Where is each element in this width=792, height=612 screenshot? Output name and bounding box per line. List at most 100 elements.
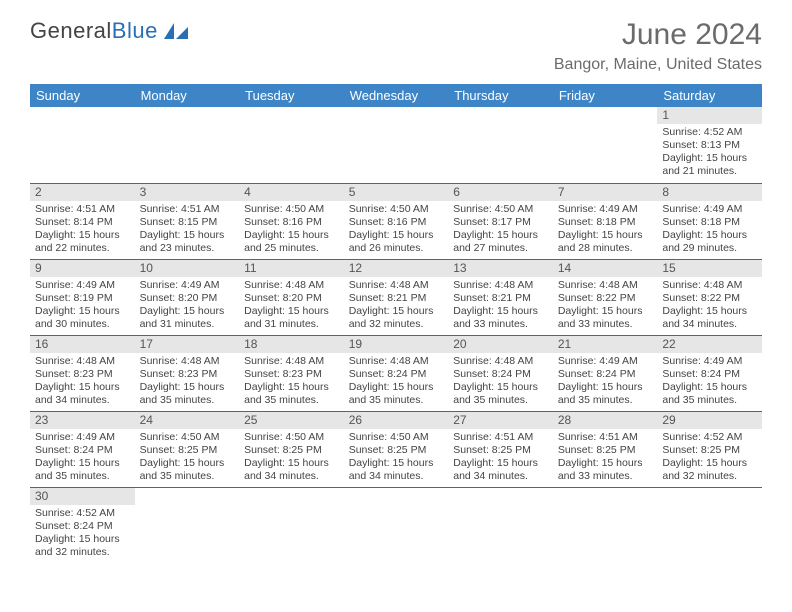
sunrise-text: Sunrise: 4:51 AM <box>558 431 653 444</box>
sunrise-text: Sunrise: 4:52 AM <box>662 431 757 444</box>
day-details: Sunrise: 4:52 AMSunset: 8:24 PMDaylight:… <box>30 505 135 561</box>
daylight-text-1: Daylight: 15 hours <box>140 305 235 318</box>
daylight-text-2: and 35 minutes. <box>140 394 235 407</box>
day-details: Sunrise: 4:48 AMSunset: 8:22 PMDaylight:… <box>553 277 658 333</box>
empty-cell <box>135 487 240 563</box>
empty-cell <box>135 107 240 183</box>
empty-cell <box>448 487 553 563</box>
daylight-text-1: Daylight: 15 hours <box>349 229 444 242</box>
date-number: 22 <box>657 336 762 353</box>
date-number: 11 <box>239 260 344 277</box>
daylight-text-1: Daylight: 15 hours <box>140 381 235 394</box>
daylight-text-2: and 34 minutes. <box>349 470 444 483</box>
daylight-text-2: and 33 minutes. <box>453 318 548 331</box>
day-details: Sunrise: 4:48 AMSunset: 8:24 PMDaylight:… <box>344 353 449 409</box>
daylight-text-1: Daylight: 15 hours <box>662 229 757 242</box>
sunset-text: Sunset: 8:25 PM <box>244 444 339 457</box>
date-number: 28 <box>553 412 658 429</box>
day-cell: 10Sunrise: 4:49 AMSunset: 8:20 PMDayligh… <box>135 259 240 335</box>
daylight-text-2: and 34 minutes. <box>35 394 130 407</box>
day-details: Sunrise: 4:50 AMSunset: 8:25 PMDaylight:… <box>239 429 344 485</box>
daylight-text-1: Daylight: 15 hours <box>140 457 235 470</box>
date-number: 19 <box>344 336 449 353</box>
day-details: Sunrise: 4:48 AMSunset: 8:20 PMDaylight:… <box>239 277 344 333</box>
sunrise-text: Sunrise: 4:49 AM <box>662 203 757 216</box>
day-header: Sunday <box>30 84 135 107</box>
sunset-text: Sunset: 8:24 PM <box>453 368 548 381</box>
date-number: 10 <box>135 260 240 277</box>
daylight-text-1: Daylight: 15 hours <box>244 229 339 242</box>
day-cell: 15Sunrise: 4:48 AMSunset: 8:22 PMDayligh… <box>657 259 762 335</box>
date-number: 23 <box>30 412 135 429</box>
date-number: 5 <box>344 184 449 201</box>
day-cell: 24Sunrise: 4:50 AMSunset: 8:25 PMDayligh… <box>135 411 240 487</box>
location-label: Bangor, Maine, United States <box>554 56 762 74</box>
sunrise-text: Sunrise: 4:50 AM <box>349 431 444 444</box>
week-row: 9Sunrise: 4:49 AMSunset: 8:19 PMDaylight… <box>30 259 762 335</box>
daylight-text-2: and 35 minutes. <box>349 394 444 407</box>
day-cell: 11Sunrise: 4:48 AMSunset: 8:20 PMDayligh… <box>239 259 344 335</box>
sunrise-text: Sunrise: 4:50 AM <box>140 431 235 444</box>
date-number: 12 <box>344 260 449 277</box>
sunset-text: Sunset: 8:22 PM <box>558 292 653 305</box>
day-details: Sunrise: 4:50 AMSunset: 8:17 PMDaylight:… <box>448 201 553 257</box>
sunset-text: Sunset: 8:18 PM <box>662 216 757 229</box>
daylight-text-1: Daylight: 15 hours <box>453 381 548 394</box>
day-details: Sunrise: 4:52 AMSunset: 8:13 PMDaylight:… <box>657 124 762 180</box>
logo-text-b: Blue <box>112 18 158 44</box>
daylight-text-2: and 34 minutes. <box>662 318 757 331</box>
daylight-text-1: Daylight: 15 hours <box>349 305 444 318</box>
sunset-text: Sunset: 8:17 PM <box>453 216 548 229</box>
sunrise-text: Sunrise: 4:49 AM <box>35 431 130 444</box>
sunset-text: Sunset: 8:25 PM <box>558 444 653 457</box>
daylight-text-2: and 35 minutes. <box>662 394 757 407</box>
daylight-text-2: and 26 minutes. <box>349 242 444 255</box>
week-row: 2Sunrise: 4:51 AMSunset: 8:14 PMDaylight… <box>30 183 762 259</box>
day-cell: 26Sunrise: 4:50 AMSunset: 8:25 PMDayligh… <box>344 411 449 487</box>
daylight-text-1: Daylight: 15 hours <box>662 457 757 470</box>
day-header: Friday <box>553 84 658 107</box>
empty-cell <box>239 107 344 183</box>
day-cell: 17Sunrise: 4:48 AMSunset: 8:23 PMDayligh… <box>135 335 240 411</box>
sunset-text: Sunset: 8:22 PM <box>662 292 757 305</box>
day-details: Sunrise: 4:48 AMSunset: 8:21 PMDaylight:… <box>344 277 449 333</box>
date-number: 2 <box>30 184 135 201</box>
sunrise-text: Sunrise: 4:49 AM <box>558 355 653 368</box>
daylight-text-1: Daylight: 15 hours <box>35 533 130 546</box>
date-number: 15 <box>657 260 762 277</box>
day-cell: 21Sunrise: 4:49 AMSunset: 8:24 PMDayligh… <box>553 335 658 411</box>
sunset-text: Sunset: 8:20 PM <box>140 292 235 305</box>
sunrise-text: Sunrise: 4:52 AM <box>35 507 130 520</box>
sunset-text: Sunset: 8:25 PM <box>140 444 235 457</box>
date-number: 4 <box>239 184 344 201</box>
sunset-text: Sunset: 8:19 PM <box>35 292 130 305</box>
day-cell: 28 Sunrise: 4:51 AMSunset: 8:25 PMDayligh… <box>553 411 658 487</box>
empty-cell <box>553 487 658 563</box>
day-cell: 9Sunrise: 4:49 AMSunset: 8:19 PMDaylight… <box>30 259 135 335</box>
day-details: Sunrise: 4:48 AMSunset: 8:23 PMDaylight:… <box>135 353 240 409</box>
daylight-text-2: and 35 minutes. <box>35 470 130 483</box>
sunrise-text: Sunrise: 4:48 AM <box>453 279 548 292</box>
day-details: Sunrise: 4:49 AMSunset: 8:20 PMDaylight:… <box>135 277 240 333</box>
daylight-text-1: Daylight: 15 hours <box>140 229 235 242</box>
day-cell: 27Sunrise: 4:51 AMSunset: 8:25 PMDayligh… <box>448 411 553 487</box>
header: GeneralBlue June 2024 Bangor, Maine, Uni… <box>30 18 762 74</box>
date-number: 27 <box>448 412 553 429</box>
daylight-text-1: Daylight: 15 hours <box>349 457 444 470</box>
day-details: Sunrise: 4:49 AMSunset: 8:18 PMDaylight:… <box>553 201 658 257</box>
date-number: 14 <box>553 260 658 277</box>
sunrise-text: Sunrise: 4:50 AM <box>244 431 339 444</box>
day-cell: 13Sunrise: 4:48 AMSunset: 8:21 PMDayligh… <box>448 259 553 335</box>
sunrise-text: Sunrise: 4:49 AM <box>140 279 235 292</box>
day-cell: 8Sunrise: 4:49 AMSunset: 8:18 PMDaylight… <box>657 183 762 259</box>
sunset-text: Sunset: 8:23 PM <box>35 368 130 381</box>
day-cell: 5Sunrise: 4:50 AMSunset: 8:16 PMDaylight… <box>344 183 449 259</box>
day-cell: 20Sunrise: 4:48 AMSunset: 8:24 PMDayligh… <box>448 335 553 411</box>
day-cell: 12Sunrise: 4:48 AMSunset: 8:21 PMDayligh… <box>344 259 449 335</box>
daylight-text-1: Daylight: 15 hours <box>35 457 130 470</box>
day-details: Sunrise: 4:50 AMSunset: 8:25 PMDaylight:… <box>344 429 449 485</box>
day-details: Sunrise: 4:48 AMSunset: 8:24 PMDaylight:… <box>448 353 553 409</box>
day-details: Sunrise: 4:49 AMSunset: 8:24 PMDaylight:… <box>30 429 135 485</box>
daylight-text-1: Daylight: 15 hours <box>558 457 653 470</box>
daylight-text-2: and 25 minutes. <box>244 242 339 255</box>
